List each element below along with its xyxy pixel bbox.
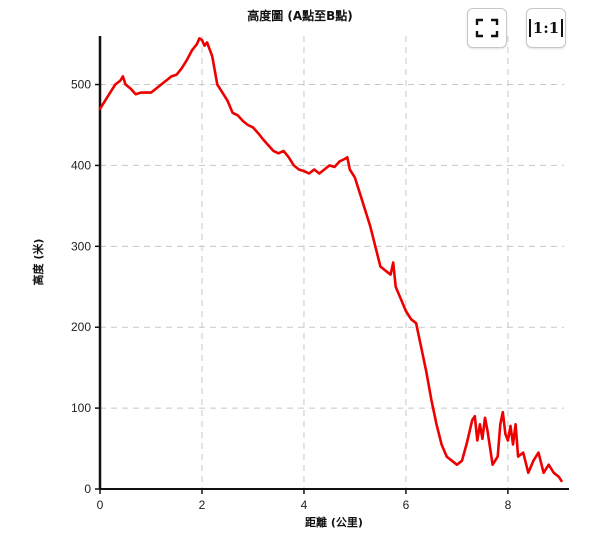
x-tick-label: 2 xyxy=(199,498,206,512)
tick-labels: 0 100 200 300 400 500 0 2 4 6 8 xyxy=(71,78,512,512)
y-tick-label: 0 xyxy=(84,482,91,496)
reset-zoom-label: 1:1 xyxy=(528,19,564,37)
grid-lines xyxy=(100,36,564,489)
x-tick-label: 0 xyxy=(97,498,104,512)
y-axis-title: 高度 (米) xyxy=(31,239,45,286)
y-tick-label: 200 xyxy=(71,320,91,334)
y-tick-label: 100 xyxy=(71,401,91,415)
fullscreen-icon xyxy=(475,18,499,38)
y-tick-label: 300 xyxy=(71,239,91,253)
fullscreen-button[interactable] xyxy=(467,8,507,48)
x-tick-label: 8 xyxy=(505,498,512,512)
x-tick-label: 4 xyxy=(301,498,308,512)
axes xyxy=(98,36,569,490)
y-tick-label: 500 xyxy=(71,78,91,92)
y-tick-label: 400 xyxy=(71,158,91,172)
x-tick-label: 6 xyxy=(403,498,410,512)
elevation-series-line xyxy=(98,37,563,483)
chart-title: 高度圖 (A點至B點) xyxy=(247,8,353,23)
x-axis-title: 距離 (公里) xyxy=(305,515,363,529)
reset-zoom-button[interactable]: 1:1 xyxy=(526,8,566,48)
